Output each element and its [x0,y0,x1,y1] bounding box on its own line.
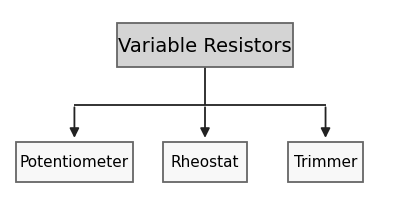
Text: Potentiometer: Potentiometer [20,154,129,170]
FancyBboxPatch shape [116,24,293,68]
FancyBboxPatch shape [162,142,247,182]
FancyBboxPatch shape [16,142,133,182]
FancyBboxPatch shape [288,142,362,182]
Text: Rheostat: Rheostat [170,154,239,170]
Text: Trimmer: Trimmer [293,154,356,170]
Text: Variable Resistors: Variable Resistors [118,37,291,55]
